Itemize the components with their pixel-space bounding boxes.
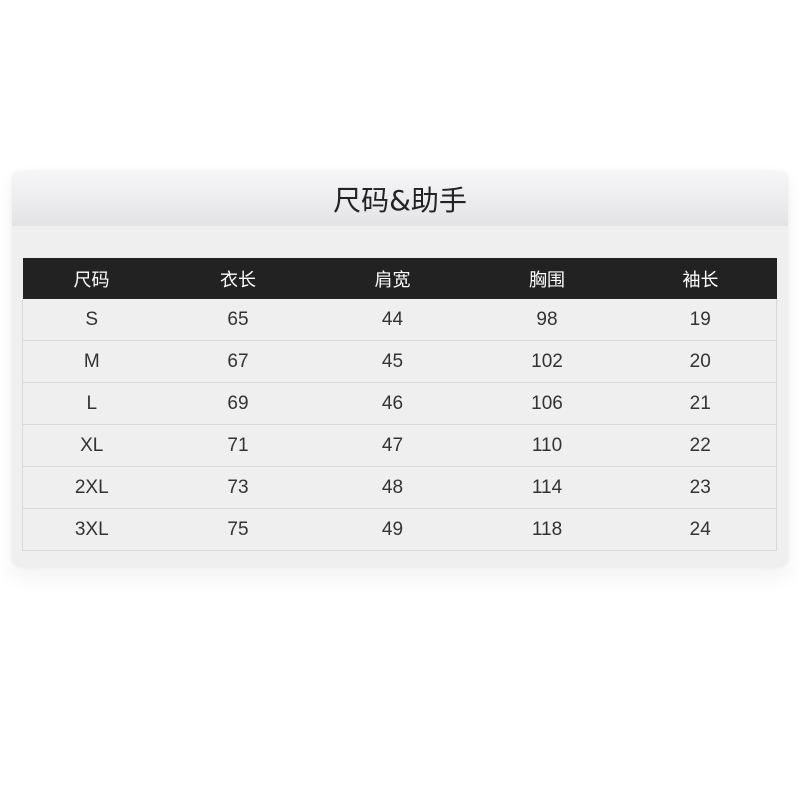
table-cell: L — [22, 382, 161, 425]
column-header: 袖长 — [624, 258, 777, 299]
table-cell: 44 — [315, 299, 470, 341]
table-cell: 106 — [469, 382, 625, 425]
table-cell: 110 — [469, 424, 625, 467]
table-row: M 67 45 102 20 — [22, 340, 777, 383]
table-cell: 20 — [624, 340, 777, 383]
table-cell: 49 — [315, 508, 470, 551]
size-chart-card: 尺码&助手 尺码 衣长 肩宽 胸围 袖长 S 65 44 98 19 M 67 45 102 20 L 69 4… — [12, 171, 788, 567]
table-cell: 69 — [160, 382, 316, 425]
table-cell: 73 — [160, 466, 316, 509]
table-cell: S — [22, 299, 161, 341]
table-cell: 21 — [624, 382, 777, 425]
table-cell: 118 — [469, 508, 625, 551]
table-cell: 67 — [160, 340, 316, 383]
table-cell: 48 — [315, 466, 470, 509]
table-cell: 45 — [315, 340, 470, 383]
table-row: L 69 46 106 21 — [22, 382, 777, 425]
table-cell: 46 — [315, 382, 470, 425]
column-header: 胸围 — [469, 258, 625, 299]
table-cell: 71 — [160, 424, 316, 467]
table-cell: 47 — [315, 424, 470, 467]
size-table: 尺码 衣长 肩宽 胸围 袖长 S 65 44 98 19 M 67 45 102 20 L 69 46 106 21… — [22, 258, 777, 551]
table-row: 3XL 75 49 118 24 — [22, 508, 777, 551]
table-cell: 22 — [624, 424, 777, 467]
table-cell: 23 — [624, 466, 777, 509]
table-row: XL 71 47 110 22 — [22, 424, 777, 467]
table-row: 2XL 73 48 114 23 — [22, 466, 777, 509]
table-cell: 65 — [160, 299, 316, 341]
column-header: 衣长 — [160, 258, 316, 299]
table-cell: 98 — [469, 299, 625, 341]
table-row: S 65 44 98 19 — [22, 299, 777, 341]
table-cell: 75 — [160, 508, 316, 551]
table-cell: 2XL — [22, 466, 161, 509]
table-cell: 102 — [469, 340, 625, 383]
column-header: 尺码 — [22, 258, 161, 299]
table-cell: 114 — [469, 466, 625, 509]
table-cell: M — [22, 340, 161, 383]
table-cell: XL — [22, 424, 161, 467]
table-header-row: 尺码 衣长 肩宽 胸围 袖长 — [22, 258, 777, 299]
table-cell: 3XL — [22, 508, 161, 551]
column-header: 肩宽 — [315, 258, 470, 299]
table-cell: 24 — [624, 508, 777, 551]
size-chart-title: 尺码&助手 — [12, 171, 788, 226]
table-cell: 19 — [624, 299, 777, 341]
